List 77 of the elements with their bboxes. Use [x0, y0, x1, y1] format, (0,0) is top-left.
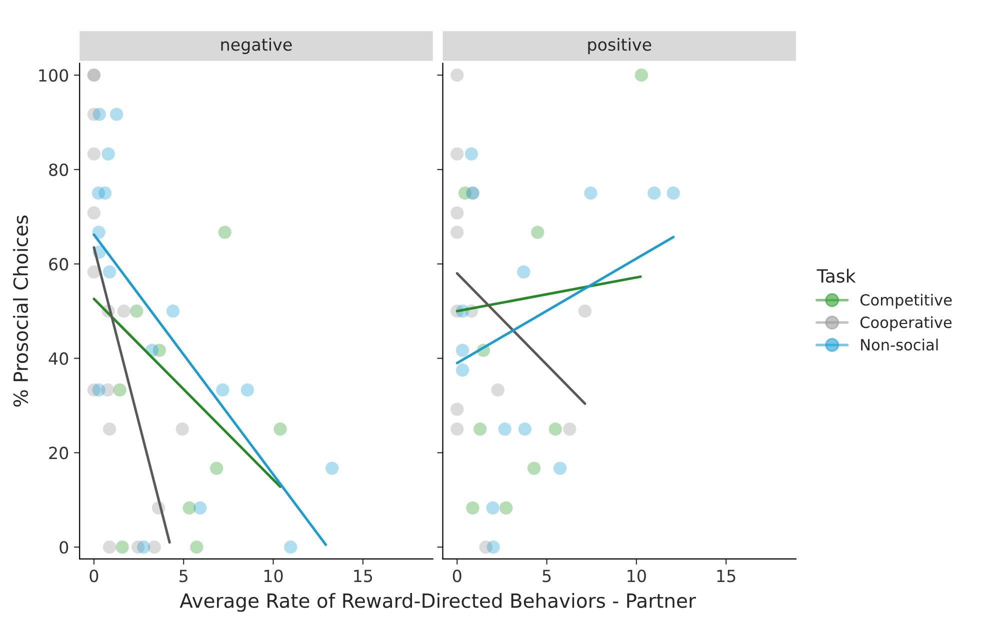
- point: [130, 304, 144, 318]
- point: [87, 265, 101, 279]
- point: [325, 462, 339, 475]
- point: [634, 68, 648, 82]
- legend-label: Non-social: [861, 338, 938, 351]
- point: [102, 422, 116, 436]
- legend-label: Competitive: [860, 294, 952, 309]
- point: [578, 304, 592, 318]
- point: [486, 501, 500, 515]
- point: [473, 422, 487, 436]
- point: [491, 383, 504, 397]
- point: [553, 462, 567, 475]
- point: [527, 462, 541, 475]
- point: [194, 501, 207, 515]
- point: [113, 383, 126, 397]
- point: [92, 108, 106, 121]
- point: [450, 226, 464, 239]
- x-tick-label: 15: [717, 570, 736, 582]
- point: [218, 226, 232, 239]
- chart-title: positive: [588, 38, 652, 54]
- point: [274, 422, 287, 436]
- point: [466, 501, 480, 515]
- point: [456, 364, 470, 377]
- point: [102, 265, 116, 279]
- point: [137, 540, 150, 554]
- point: [240, 383, 254, 397]
- legend-title: Task: [816, 268, 856, 283]
- point: [110, 108, 124, 121]
- y-tick-label: 60: [49, 258, 68, 270]
- point: [166, 304, 180, 318]
- point: [450, 422, 464, 436]
- point: [102, 540, 116, 554]
- point: [563, 422, 576, 436]
- point: [648, 186, 661, 200]
- point: [117, 304, 130, 318]
- y-tick-label: 80: [49, 163, 68, 176]
- y-tick-label: 100: [39, 69, 68, 82]
- x-tick-label: 5: [542, 570, 551, 582]
- point: [464, 147, 478, 161]
- point: [176, 422, 189, 436]
- point: [216, 383, 230, 397]
- point: [666, 186, 680, 200]
- point: [518, 422, 532, 436]
- point: [498, 422, 512, 436]
- point: [87, 206, 101, 220]
- point: [499, 501, 513, 515]
- x-axis-title: Average Rate of Reward-Directed Behaviors - Partner: [180, 592, 696, 612]
- point: [190, 540, 204, 554]
- point: [98, 186, 112, 200]
- point: [284, 540, 298, 554]
- y-tick-label: 0: [60, 541, 68, 554]
- point: [517, 265, 530, 279]
- point: [450, 147, 464, 161]
- point: [92, 383, 106, 397]
- point: [584, 186, 598, 200]
- point: [450, 68, 464, 82]
- point: [531, 226, 544, 239]
- point: [486, 540, 500, 554]
- point: [87, 147, 101, 161]
- y-tick-label: 20: [49, 446, 68, 460]
- x-tick-label: 0: [90, 570, 98, 582]
- y-axis-title: % Prosocial Choices: [12, 216, 28, 407]
- y-tick-label: 40: [48, 352, 68, 365]
- chart-title: negative: [221, 38, 292, 54]
- x-tick-label: 10: [628, 570, 646, 582]
- point: [210, 462, 224, 475]
- point: [116, 540, 129, 554]
- x-tick-label: 10: [264, 570, 283, 582]
- x-tick-label: 0: [452, 570, 462, 582]
- point: [102, 147, 115, 161]
- legend-label: Cooperative: [860, 316, 952, 332]
- point: [450, 402, 464, 416]
- x-tick-label: 15: [354, 570, 372, 582]
- x-tick-label: 5: [180, 570, 188, 582]
- point: [548, 422, 562, 436]
- point: [456, 344, 470, 357]
- point: [450, 206, 464, 220]
